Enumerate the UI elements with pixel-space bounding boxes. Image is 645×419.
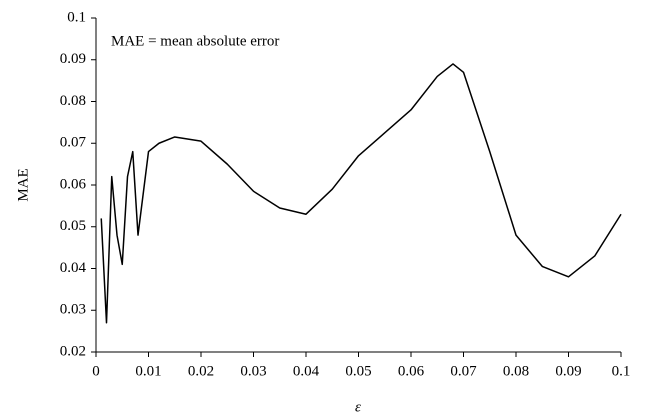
x-axis-label: ε <box>355 399 361 415</box>
y-tick-label: 0.08 <box>60 93 86 109</box>
y-tick-label: 0.09 <box>60 51 86 67</box>
x-tick-label: 0.05 <box>345 363 371 379</box>
y-axis-label: MAE <box>15 168 31 201</box>
y-tick-label: 0.03 <box>60 302 86 318</box>
x-tick-label: 0 <box>92 363 100 379</box>
x-tick-label: 0.02 <box>188 363 214 379</box>
y-tick-label: 0.02 <box>60 343 86 359</box>
y-tick-label: 0.05 <box>60 218 86 234</box>
line <box>100 63 622 324</box>
x-tick-label: 0.08 <box>503 363 529 379</box>
annotation: MAE = mean absolute error <box>111 33 279 49</box>
x-tick-label: 0.01 <box>135 363 161 379</box>
y-tick-label: 0.07 <box>60 135 87 151</box>
x-tick-label: 0.07 <box>450 363 477 379</box>
y-tick-label: 0.1 <box>67 9 86 25</box>
y-tick-label: 0.06 <box>60 176 87 192</box>
x-tick-label: 0.09 <box>555 363 581 379</box>
x-tick-label: 0.04 <box>293 363 320 379</box>
x-tick-label: 0.03 <box>240 363 266 379</box>
y-tick-label: 0.04 <box>60 260 87 276</box>
x-tick-label: 0.06 <box>398 363 425 379</box>
x-tick-label: 0.1 <box>612 363 631 379</box>
